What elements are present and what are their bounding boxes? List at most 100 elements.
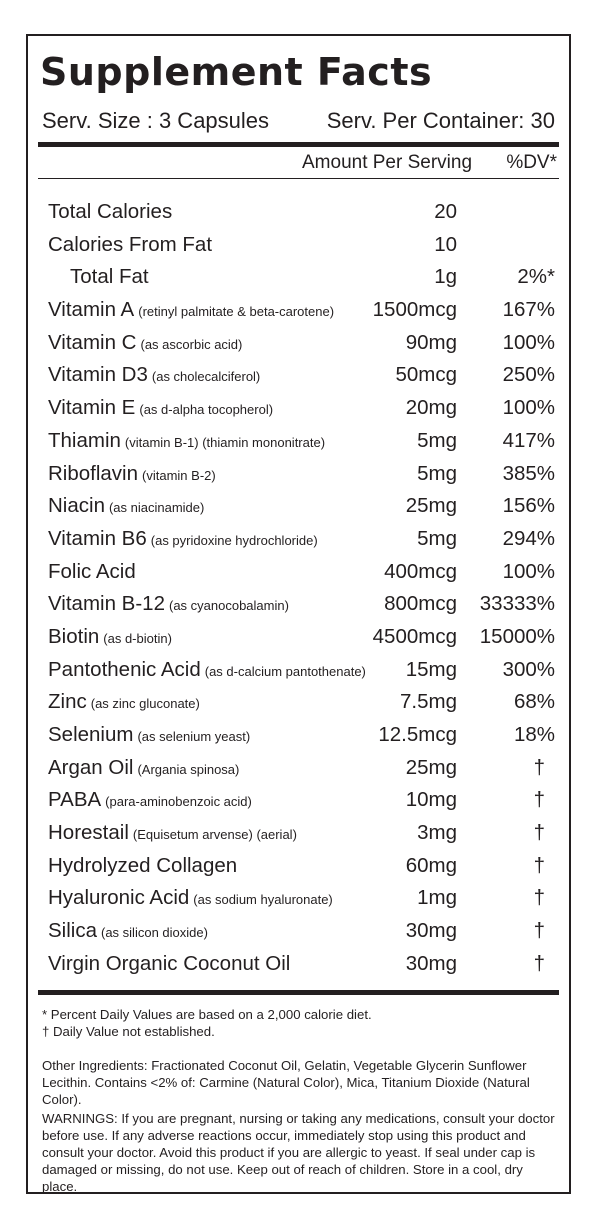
nutrient-amount: 12.5mcg [378,723,457,746]
nutrient-daily-value: † [533,951,545,975]
nutrient-row: Argan Oil (Argania spinosa) 25mg † [28,752,569,785]
nutrient-label: PABA [48,788,102,812]
nutrient-label: Hyaluronic Acid [48,886,190,910]
nutrient-name: Hydrolyzed Collagen [48,850,237,883]
nutrient-daily-value: 15000% [479,624,555,648]
nutrient-amount: 10mg [405,788,457,812]
nutrient-row: Riboflavin (vitamin B-2) 5mg 385% [28,458,569,491]
bottom-rule [38,990,559,995]
panel-title: Supplement Facts [40,50,433,94]
nutrient-name: Niacin (as niacinamide) [48,490,204,525]
nutrient-label: Vitamin B6 [48,526,147,550]
nutrient-name: Biotin (as d-biotin) [48,621,172,656]
nutrient-name: Argan Oil (Argania spinosa) [48,752,239,787]
nutrient-amount: 1500mcg [372,298,457,322]
nutrient-name: Total Calories [48,196,172,229]
nutrient-amount: 30mg [405,951,457,975]
nutrient-amount: 4500mcg [372,624,457,648]
nutrient-name: Hyaluronic Acid (as sodium hyaluronate) [48,882,333,917]
nutrient-daily-value: † [533,788,545,812]
nutrient-source: (as cholecalciferol) [151,369,261,385]
nutrient-label: Vitamin A [48,298,135,322]
nutrient-amount: 3mg [417,821,457,845]
nutrient-label: Vitamin E [48,396,136,420]
nutrient-row: Vitamin D3 (as cholecalciferol) 50mcg 250% [28,359,569,392]
nutrient-row: Vitamin C (as ascorbic acid) 90mg 100% [28,327,569,360]
nutrient-daily-value: 100% [502,330,555,354]
other-ingredients: Other Ingredients: Fractionated Coconut … [42,1058,530,1107]
nutrient-daily-value: † [533,821,545,845]
nutrient-name: Vitamin D3 (as cholecalciferol) [48,359,260,394]
nutrient-source: (vitamin B-2) [142,467,216,483]
nutrient-label: Zinc [48,690,87,714]
nutrient-name: Vitamin A (retinyl palmitate & beta-carot… [48,294,334,329]
nutrient-row: Total Calories 20 [28,196,569,229]
nutrient-source: (as d-calcium pantothenate) [204,663,366,679]
nutrient-label: Horestail [48,821,129,845]
nutrient-name: Total Fat [70,261,149,294]
nutrient-row: Niacin (as niacinamide) 25mg 156% [28,490,569,523]
nutrient-row: Folic Acid 400mcg 100% [28,556,569,589]
nutrient-amount: 30mg [405,919,457,943]
servings-per-container: Serv. Per Container: 30 [326,108,555,133]
nutrient-source: (as niacinamide) [108,500,205,516]
nutrient-label: Calories From Fat [48,232,213,256]
nutrient-amount: 1g [434,265,457,289]
nutrient-source: (as pyridoxine hydrochloride) [150,532,318,548]
nutrient-daily-value: 385% [502,461,555,485]
nutrient-source: (Argania spinosa) [137,761,240,777]
daily-value-header: %DV* [506,152,557,173]
nutrient-source: (retinyl palmitate & beta-carotene) [138,304,335,320]
nutrient-amount: 400mcg [384,559,457,583]
nutrient-name: Vitamin C (as ascorbic acid) [48,327,242,362]
nutrient-label: Total Calories [48,200,173,223]
nutrient-daily-value: 18% [513,723,555,746]
nutrient-amount: 7.5mg [400,690,457,714]
nutrient-amount: 10 [434,232,457,256]
nutrient-name: Virgin Organic Coconut Oil [48,948,290,981]
nutrient-daily-value: 156% [502,494,555,518]
nutrient-amount: 1mg [417,886,457,910]
nutrient-name: Horestail (Equisetum arvense) (aerial) [48,817,297,852]
nutrient-amount: 25mg [405,494,457,518]
nutrient-name: Vitamin B6 (as pyridoxine hydrochloride) [48,523,318,558]
footnotes: * Percent Daily Values are based on a 2,… [42,1006,557,1040]
nutrient-name: Pantothenic Acid (as d-calcium pantothena… [48,654,366,689]
nutrient-name: Vitamin E (as d-alpha tocopherol) [48,392,273,427]
nutrient-label: Vitamin B-12 [48,592,165,616]
nutrient-row: Biotin (as d-biotin) 4500mcg 15000% [28,621,569,654]
nutrient-name: Selenium (as selenium yeast) [48,719,250,754]
supplement-facts-panel: Supplement Facts Serv. Size : 3 Capsules… [26,34,571,1194]
amount-per-serving-header: Amount Per Serving [302,152,473,173]
nutrient-daily-value: 294% [502,526,555,550]
nutrient-source: (as zinc gluconate) [90,696,200,712]
dagger-footnote: † Daily Value not established. [42,1024,215,1039]
nutrient-row: Selenium (as selenium yeast) 12.5mcg 18% [28,719,569,752]
nutrient-label: Thiamin [48,428,121,452]
nutrient-daily-value: 167% [502,298,555,322]
nutrient-daily-value: 100% [502,396,555,420]
nutrient-name: Folic Acid [48,556,136,589]
nutrient-daily-value: 417% [502,428,555,452]
nutrient-row: Hyaluronic Acid (as sodium hyaluronate) 1m… [28,882,569,915]
nutrient-daily-value: 33333% [479,592,555,616]
nutrient-amount: 50mcg [395,363,457,387]
nutrient-row: Pantothenic Acid (as d-calcium pantothena… [28,654,569,687]
nutrient-label: Silica [48,919,97,943]
nutrient-row: Total Fat 1g 2%* [28,261,569,294]
nutrient-label: Argan Oil [48,755,134,779]
nutrient-source: (as d-alpha tocopherol) [139,402,274,418]
nutrient-label: Virgin Organic Coconut Oil [48,951,291,975]
nutrient-source: (as d-biotin) [103,630,172,646]
nutrient-amount: 20mg [405,396,457,420]
nutrient-daily-value: 100% [502,559,555,583]
nutrient-source: (vitamin B-1) (thiamin mononitrate) [124,434,326,450]
nutrient-rows: Total Calories 20 Calories From Fat 10 Total… [28,196,569,981]
nutrient-daily-value: 2%* [517,265,555,289]
nutrient-label: Hydrolyzed Collagen [48,853,238,877]
nutrient-row: Vitamin A (retinyl palmitate & beta-carot… [28,294,569,327]
column-header-rule [38,178,559,179]
nutrient-source: (as selenium yeast) [137,729,251,744]
nutrient-row: Vitamin E (as d-alpha tocopherol) 20mg 100% [28,392,569,425]
nutrient-row: Vitamin B6 (as pyridoxine hydrochloride) 5… [28,523,569,556]
